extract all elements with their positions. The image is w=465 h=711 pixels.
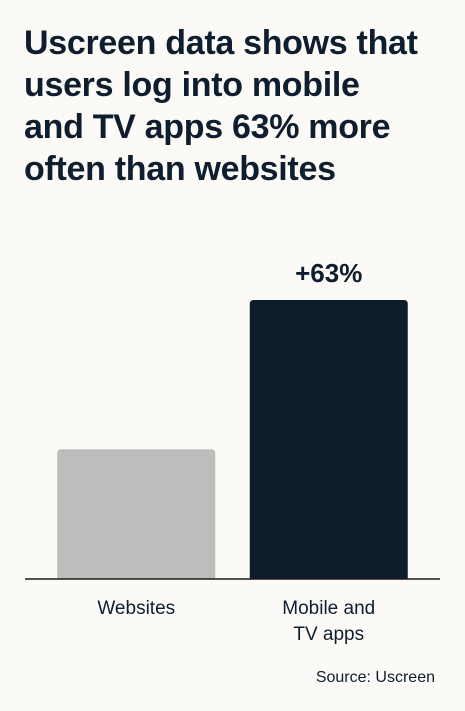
source-note: Source: Uscreen (315, 669, 435, 686)
bar (249, 300, 408, 579)
annotation: +63% (295, 258, 363, 288)
x-tick-label: Websites (97, 598, 176, 619)
x-tick-label: Mobile and TV apps (282, 598, 376, 645)
bar (57, 449, 216, 579)
chart-title: Uscreen data shows that users log into m… (24, 24, 418, 188)
